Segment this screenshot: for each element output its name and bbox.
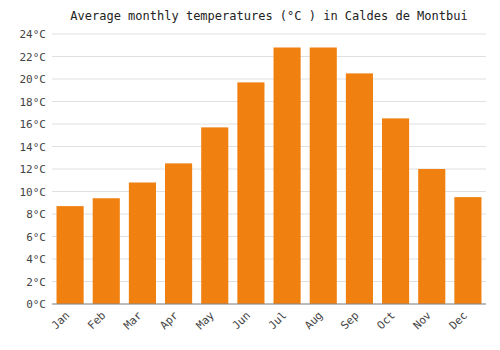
x-tick-label: Feb: [85, 309, 108, 332]
y-axis: 0°C 2°C 4°C 6°C 8°C 10°C 12°C 14°C 16°C 18°C 20°C 2…: [20, 28, 487, 311]
y-tick-label: 16°C: [20, 118, 47, 131]
y-tick-label: 12°C: [20, 163, 47, 176]
grid-line: [52, 124, 486, 125]
x-tick-label: Oct: [374, 309, 397, 332]
bar: [274, 48, 301, 305]
x-axis-line: [52, 304, 486, 305]
y-tick-label: 24°C: [20, 28, 47, 41]
y-tick-label: 0°C: [26, 298, 46, 311]
y-tick-label: 8°C: [26, 208, 46, 221]
grid-line: [52, 79, 486, 80]
grid-line: [52, 146, 486, 147]
bars: [57, 48, 482, 305]
bar: [237, 82, 264, 304]
grid-line: [52, 56, 486, 57]
x-axis: Jan Feb Mar Apr May Jun Jul Aug Sep Oct Nov Dec: [49, 309, 470, 333]
bar: [310, 48, 337, 305]
x-tick-label: May: [194, 309, 218, 333]
grid-line: [52, 304, 486, 305]
y-tick-label: 10°C: [20, 186, 47, 199]
x-tick-label: Apr: [157, 309, 181, 333]
bar: [346, 73, 373, 304]
bar: [57, 206, 84, 304]
bar: [454, 197, 481, 304]
grid-line: [52, 34, 486, 35]
y-tick-label: 18°C: [20, 96, 47, 109]
y-tick-label: 22°C: [20, 51, 47, 64]
x-tick-label: Nov: [411, 309, 435, 333]
bar: [382, 118, 409, 304]
y-tick-label: 4°C: [26, 253, 46, 266]
title: Average monthly temperatures (°C ) in Ca…: [70, 9, 467, 23]
bar: [201, 127, 228, 304]
bar: [129, 183, 156, 305]
x-tick-label: Dec: [447, 309, 470, 332]
chart: Average monthly temperatures (°C ) in Ca…: [0, 0, 500, 350]
x-tick-label: Jan: [49, 309, 72, 332]
y-tick-label: 6°C: [26, 231, 46, 244]
x-tick-label: Mar: [121, 309, 145, 333]
y-tick-label: 20°C: [20, 73, 47, 86]
y-tick-label: 2°C: [26, 276, 46, 289]
bar: [93, 198, 120, 304]
x-tick-label: Jun: [230, 309, 253, 332]
bar: [165, 163, 192, 304]
x-tick-label: Aug: [302, 309, 325, 332]
y-tick-label: 14°C: [20, 141, 47, 154]
x-tick-label: Jul: [266, 309, 289, 332]
bar: [418, 169, 445, 304]
grid-line: [52, 101, 486, 102]
x-tick-label: Sep: [338, 309, 361, 332]
